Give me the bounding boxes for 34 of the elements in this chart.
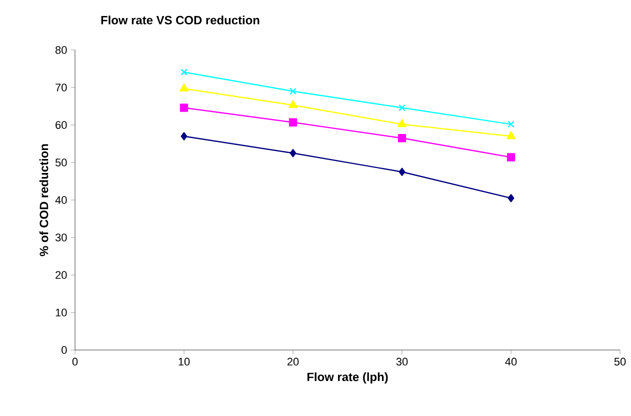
point — [180, 84, 188, 92]
x-tick-label: 40 — [505, 358, 517, 366]
point — [398, 134, 406, 142]
point — [508, 194, 514, 202]
point — [288, 118, 298, 126]
x-tick-label: 10 — [178, 358, 190, 366]
x-tick-label: 50 — [614, 358, 626, 366]
y-tick-label: 50 — [55, 158, 67, 166]
y-tick-label: 70 — [56, 84, 67, 92]
y-tick-label: 20 — [56, 271, 67, 279]
chart-title: Flow rate VS COD reduction — [101, 16, 260, 24]
x-tick-label: 30 — [396, 358, 408, 366]
point — [398, 168, 406, 176]
y-tick-label: 10 — [56, 308, 67, 316]
point — [506, 153, 516, 162]
point — [288, 100, 298, 108]
point — [290, 149, 296, 158]
point — [180, 68, 188, 76]
y-tick-label: 0 — [62, 346, 67, 354]
point — [398, 119, 406, 128]
y-axis-title: % of COD reduction — [39, 144, 48, 256]
y-tick-label: 80 — [56, 46, 67, 54]
y-tick-label: 30 — [55, 234, 67, 242]
point — [180, 104, 188, 112]
x-tick-label: 0 — [72, 358, 78, 366]
point — [398, 104, 406, 112]
x-axis-title: Flow rate (lph) — [307, 372, 388, 384]
point — [290, 88, 296, 95]
point — [506, 131, 516, 140]
point — [180, 132, 188, 140]
x-tick-label: 20 — [287, 358, 299, 366]
y-tick-label: 60 — [56, 121, 67, 129]
point — [508, 120, 514, 128]
y-tick-label: 40 — [55, 196, 67, 204]
